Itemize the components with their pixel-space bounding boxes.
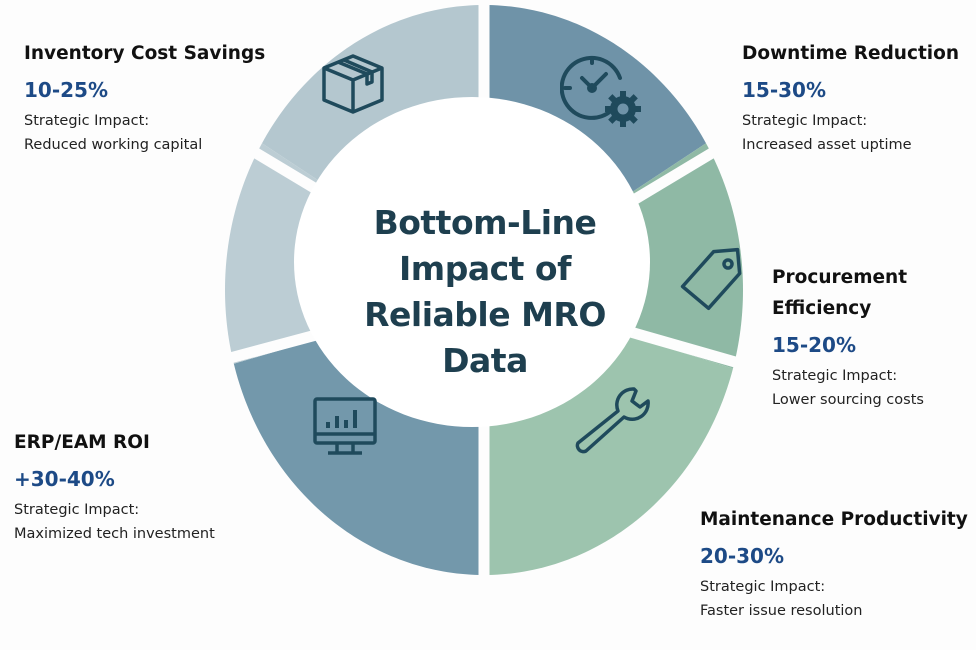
impact-label: Strategic Impact: bbox=[14, 502, 140, 518]
wrench-icon bbox=[575, 387, 650, 454]
maintenance-block: Maintenance Productivity 20-30% Strategi… bbox=[700, 504, 968, 623]
impact-text: Faster issue resolution bbox=[700, 603, 863, 619]
impact-label: Strategic Impact: bbox=[772, 368, 898, 384]
title-line: Bottom-Line bbox=[373, 203, 597, 242]
impact-text: Lower sourcing costs bbox=[772, 392, 924, 408]
segment-value: 15-30% bbox=[742, 78, 827, 102]
impact-text: Increased asset uptime bbox=[742, 137, 912, 153]
segment-value: 15-20% bbox=[772, 333, 857, 357]
price-tag-icon bbox=[680, 247, 742, 311]
impact-text: Reduced working capital bbox=[24, 137, 203, 153]
impact-label: Strategic Impact: bbox=[700, 579, 826, 595]
title-line: Data bbox=[442, 341, 528, 380]
segment-title: Efficiency bbox=[772, 298, 872, 319]
title-line: Reliable MRO bbox=[364, 295, 606, 334]
segment-value: +30-40% bbox=[14, 467, 115, 491]
title-line: Impact of bbox=[399, 249, 571, 288]
impact-text: Maximized tech investment bbox=[14, 526, 215, 542]
segment-title: Maintenance Productivity bbox=[700, 509, 968, 530]
inventory-block: Inventory Cost Savings 10-25% Strategic … bbox=[24, 38, 265, 157]
monitor-chart-icon bbox=[313, 397, 377, 455]
clock-gear-icon bbox=[560, 55, 641, 127]
segment-value: 10-25% bbox=[24, 78, 109, 102]
segment-value: 20-30% bbox=[700, 544, 785, 568]
center-title: Bottom-Line Impact of Reliable MRO Data bbox=[330, 200, 640, 384]
segment-title: Procurement bbox=[772, 267, 908, 288]
segment-title: Inventory Cost Savings bbox=[24, 43, 266, 64]
impact-label: Strategic Impact: bbox=[742, 113, 868, 129]
segment-title: Downtime Reduction bbox=[742, 43, 960, 64]
impact-label: Strategic Impact: bbox=[24, 113, 150, 129]
erp-block: ERP/EAM ROI +30-40% Strategic Impact: Ma… bbox=[14, 427, 215, 546]
segment-title: ERP/EAM ROI bbox=[14, 432, 150, 453]
center-circle bbox=[294, 97, 650, 427]
procurement-block: Procurement Efficiency 15-20% Strategic … bbox=[772, 262, 924, 412]
downtime-block: Downtime Reduction 15-30% Strategic Impa… bbox=[742, 38, 959, 157]
box-icon bbox=[322, 54, 384, 114]
